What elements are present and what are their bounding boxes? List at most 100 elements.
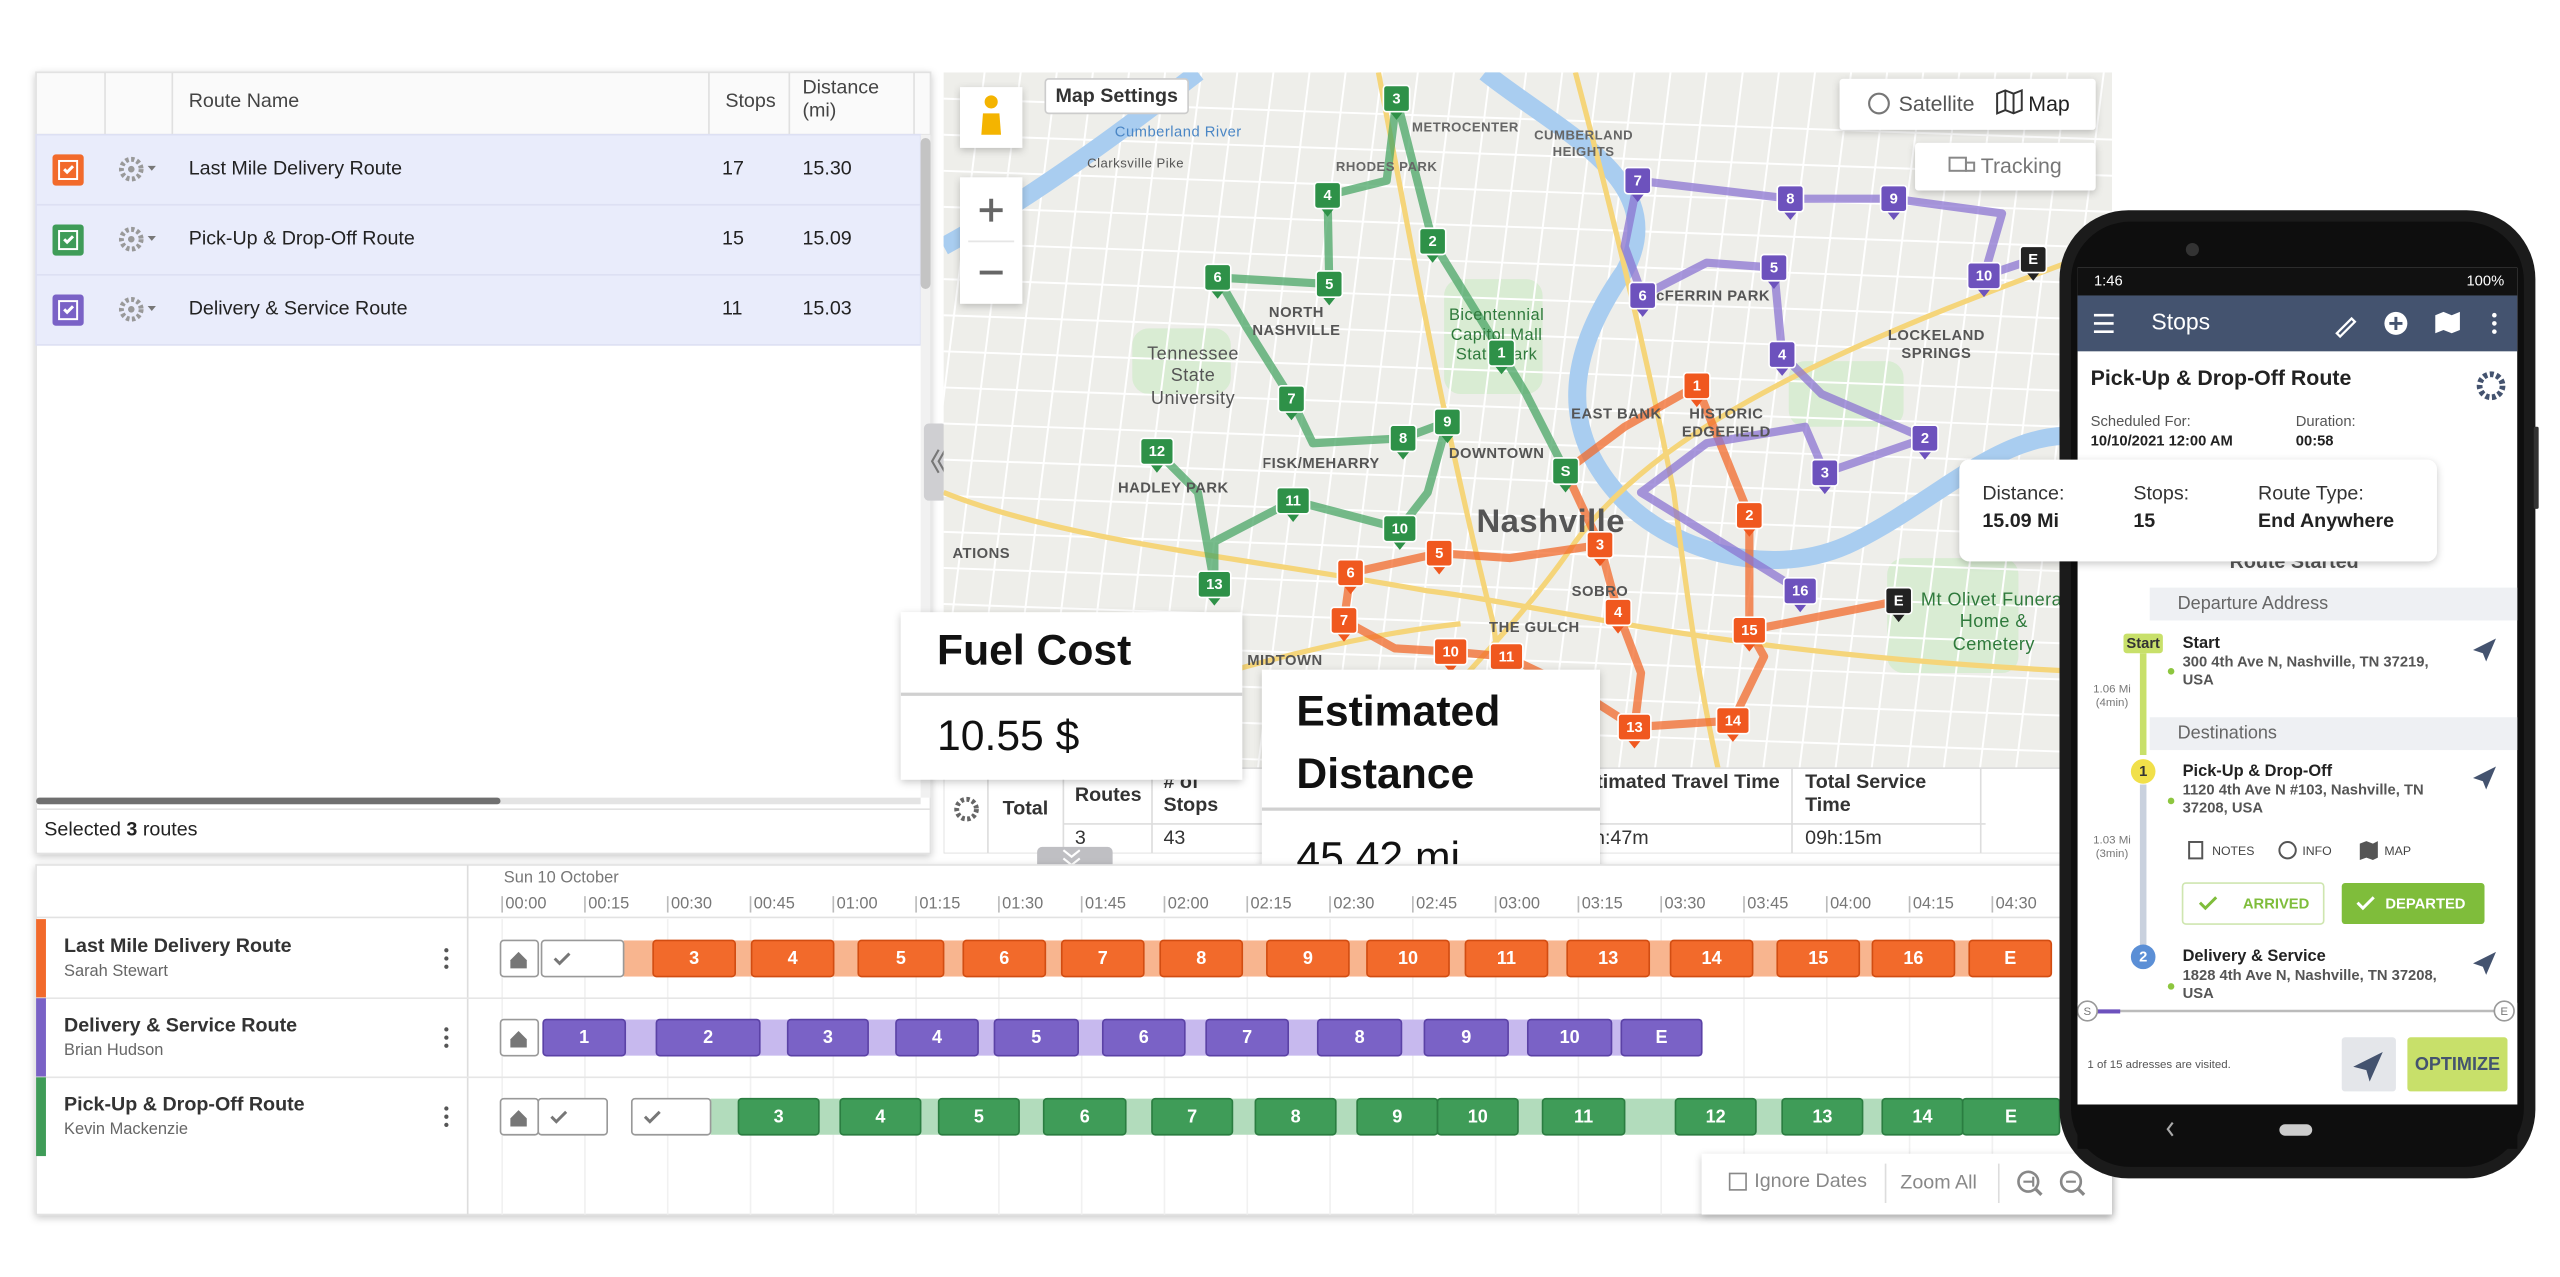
stop-block[interactable] — [1464, 939, 1549, 978]
menu-dot[interactable] — [444, 1122, 449, 1128]
map-pin[interactable] — [1418, 227, 1447, 256]
map-pin[interactable] — [1715, 706, 1751, 735]
map-pin[interactable] — [1487, 339, 1516, 367]
map-pin[interactable] — [1336, 558, 1365, 587]
navigate-icon[interactable] — [2473, 766, 2496, 790]
map-pin[interactable] — [1617, 713, 1652, 742]
menu-dot[interactable] — [444, 956, 449, 961]
route-name[interactable]: Pick-Up & Drop-Off Route — [189, 227, 415, 249]
map-pin[interactable] — [1382, 514, 1418, 543]
map-pin[interactable] — [1275, 486, 1311, 515]
map-pin[interactable] — [1389, 424, 1418, 453]
stop-block[interactable] — [652, 939, 736, 978]
map-pin[interactable] — [1197, 570, 1232, 599]
map-pin[interactable] — [1203, 263, 1232, 292]
ignore-dates-label[interactable]: Ignore Dates — [1754, 1170, 1867, 1192]
map-pin[interactable] — [1879, 184, 1908, 213]
stop-block[interactable] — [1968, 939, 2053, 978]
stop-block[interactable] — [1366, 939, 1450, 978]
gear-icon[interactable] — [118, 226, 144, 252]
stop-block[interactable] — [1781, 1097, 1864, 1136]
notes-button[interactable]: NOTES — [2212, 844, 2254, 858]
map-pin[interactable] — [1277, 384, 1306, 413]
stop-block[interactable] — [1961, 1097, 2061, 1136]
route-row[interactable] — [35, 274, 922, 346]
stop-block[interactable] — [1871, 939, 1956, 978]
map-pin[interactable] — [1782, 576, 1818, 605]
map-pin[interactable] — [2019, 245, 2048, 274]
optimize-button[interactable] — [2407, 1037, 2508, 1092]
navigate-icon[interactable] — [2473, 951, 2496, 975]
stop-block[interactable] — [1541, 1097, 1626, 1136]
departed-button[interactable] — [2341, 883, 2485, 925]
map-pin[interactable] — [1313, 181, 1342, 210]
stop-block[interactable] — [542, 1018, 627, 1057]
map-pin[interactable] — [1732, 616, 1767, 645]
map-pin[interactable] — [1810, 458, 1839, 487]
stop-block[interactable] — [786, 1018, 869, 1057]
map-settings-label[interactable]: Map Settings — [1055, 85, 1178, 107]
map-pin[interactable] — [1966, 261, 2002, 290]
navigate-icon[interactable] — [2473, 638, 2496, 662]
collapse-handle[interactable] — [923, 423, 947, 501]
stop-block[interactable] — [1674, 1097, 1757, 1136]
menu-dot[interactable] — [444, 964, 449, 969]
map-pin[interactable] — [1586, 531, 1614, 559]
stop-block[interactable] — [1776, 939, 1861, 978]
map-pin[interactable] — [1139, 437, 1175, 466]
stop-block[interactable] — [1436, 1097, 1519, 1136]
stop-block[interactable] — [1042, 1097, 1127, 1136]
stop-block[interactable] — [1101, 1018, 1186, 1057]
stop-block[interactable] — [1266, 939, 1350, 978]
ignore-dates-checkbox[interactable] — [1728, 1172, 1747, 1191]
stop-block[interactable] — [1526, 1018, 1613, 1057]
info-button[interactable]: INFO — [2302, 844, 2331, 858]
map-pin[interactable] — [1682, 371, 1711, 400]
satellite-option[interactable]: Satellite — [1899, 92, 1975, 116]
stop-block[interactable] — [1620, 1018, 1703, 1057]
map-pin[interactable] — [1433, 637, 1468, 666]
tracking-label[interactable]: Tracking — [1981, 154, 2062, 178]
stop-block[interactable] — [1566, 939, 1651, 978]
tracking-button[interactable] — [1915, 142, 2096, 191]
map-pin[interactable] — [1910, 424, 1939, 453]
gear-icon[interactable] — [118, 297, 144, 322]
map-pin[interactable] — [1330, 606, 1358, 635]
route-row[interactable] — [35, 133, 922, 206]
menu-dot[interactable] — [444, 1106, 449, 1111]
stop-block[interactable] — [1669, 939, 1754, 978]
map-pin[interactable] — [1551, 457, 1580, 486]
route-row[interactable] — [35, 203, 922, 276]
stop-block[interactable] — [1254, 1097, 1337, 1136]
map-pin[interactable] — [1604, 598, 1632, 627]
menu-dot[interactable] — [444, 1027, 449, 1032]
stop-block[interactable] — [857, 939, 945, 978]
route-name[interactable]: Last Mile Delivery Route — [189, 157, 402, 179]
map-pin[interactable] — [1433, 407, 1462, 436]
map-pin[interactable] — [1768, 340, 1797, 369]
menu-dot[interactable] — [444, 948, 449, 953]
stop-block[interactable] — [962, 939, 1047, 978]
map-pin[interactable] — [1382, 84, 1411, 113]
route-name[interactable]: Delivery & Service Route — [189, 298, 408, 320]
arrived-button[interactable] — [2181, 882, 2325, 925]
menu-dot[interactable] — [444, 1114, 449, 1119]
zoom-all-button[interactable]: Zoom All — [1900, 1172, 1977, 1194]
stop-block[interactable] — [839, 1097, 922, 1136]
zoom-icon[interactable] — [2017, 1170, 2040, 1193]
map-pin[interactable] — [1315, 270, 1344, 298]
stop-block[interactable] — [1316, 1018, 1403, 1057]
stop-block[interactable] — [1205, 1018, 1290, 1057]
stop-block[interactable] — [750, 939, 835, 978]
stop-block[interactable] — [937, 1097, 1020, 1136]
map-option[interactable]: Map — [2028, 92, 2069, 116]
menu-dot[interactable] — [444, 1035, 449, 1040]
stop-block[interactable] — [1060, 939, 1145, 978]
map-pin[interactable] — [1776, 184, 1805, 213]
map-button[interactable]: MAP — [2384, 844, 2411, 858]
stop-block[interactable] — [1159, 939, 1244, 978]
gear-icon[interactable] — [118, 156, 144, 182]
map-pin[interactable] — [1759, 253, 1788, 282]
stop-block[interactable] — [1423, 1018, 1509, 1057]
map-settings-button[interactable] — [1044, 78, 1189, 115]
